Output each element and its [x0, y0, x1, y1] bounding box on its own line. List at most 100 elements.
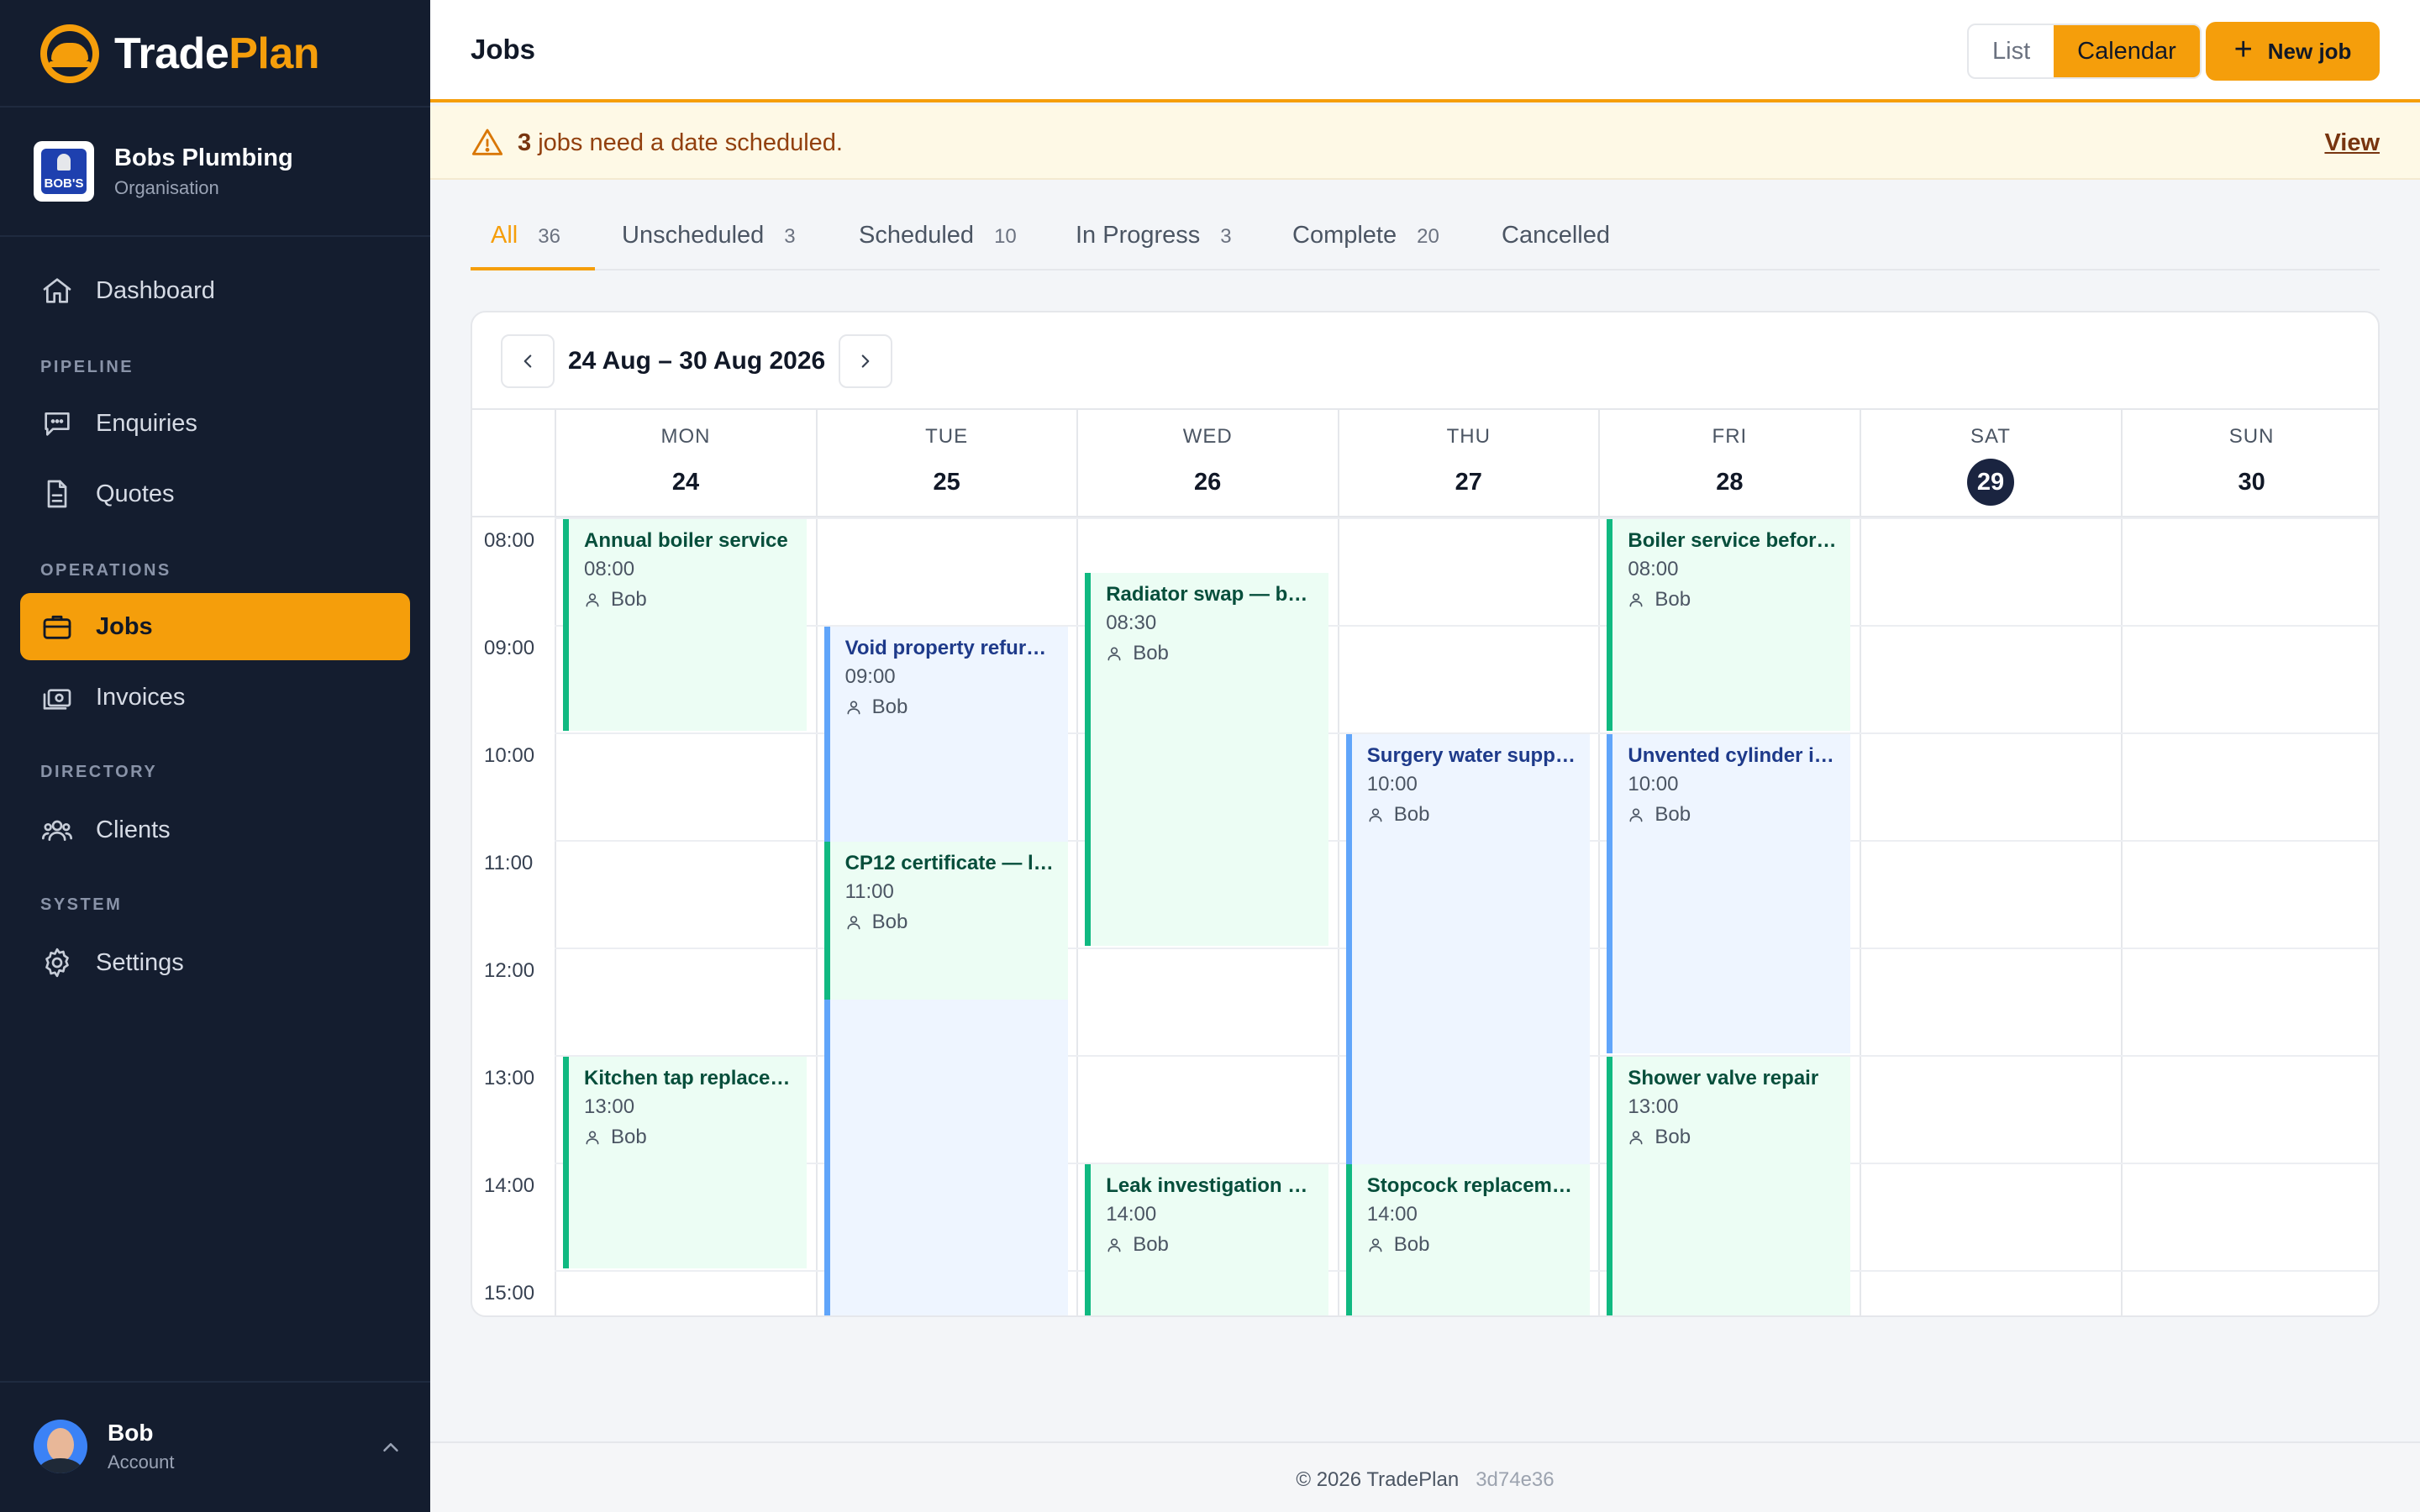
new-job-button[interactable]: + New job — [2206, 22, 2380, 81]
event-title: Radiator swap — bedroom — [1106, 583, 1319, 606]
alert-view-link[interactable]: View — [2324, 129, 2380, 156]
sidebar-item-label: Invoices — [96, 683, 186, 711]
assignee-name: Bob — [871, 696, 908, 718]
time-label: 11:00 — [484, 852, 534, 874]
organisation-subtitle: Organisation — [114, 176, 219, 198]
view-toggle: List Calendar — [1967, 24, 2202, 79]
day-column-divider — [1337, 517, 1339, 1315]
day-number: 27 — [1455, 469, 1482, 496]
sidebar-item-label: Quotes — [96, 480, 175, 507]
tab-in-progress[interactable]: In Progress 3 — [1076, 202, 1232, 270]
home-icon — [43, 278, 71, 303]
day-number: 25 — [933, 469, 960, 496]
sidebar-item-settings[interactable]: Settings — [20, 929, 410, 996]
sidebar-section-system: SYSTEM — [40, 895, 123, 914]
event-title: Surgery water supply upgrade — [1366, 744, 1580, 767]
hour-gridline — [555, 732, 2378, 734]
view-calendar-button[interactable]: Calendar — [2054, 25, 2200, 77]
sidebar-item-label: Dashboard — [96, 276, 215, 304]
person-icon — [1629, 808, 1643, 822]
day-name: TUE — [925, 425, 969, 448]
calendar-event[interactable]: Kitchen tap replacement 13:00 Bob — [563, 1057, 807, 1268]
day-header-sun: SUN 30 — [2120, 410, 2378, 517]
chevron-left-icon — [523, 354, 532, 368]
event-assignee: Bob — [1628, 803, 1840, 827]
sidebar-item-label: Enquiries — [96, 409, 197, 437]
gear-icon — [45, 948, 69, 978]
event-time: 13:00 — [1628, 1095, 1679, 1118]
event-assignee: Bob — [584, 588, 797, 612]
organisation-switcher[interactable]: BOB'S Bobs Plumbing Organisation — [34, 141, 293, 202]
chevron-right-icon — [861, 354, 870, 368]
chat-icon — [45, 412, 70, 436]
event-time: 14:00 — [1366, 1203, 1418, 1226]
calendar-event[interactable]: Boiler service before winter 08:00 Bob — [1607, 519, 1851, 731]
person-icon — [586, 1131, 599, 1145]
calendar-event[interactable]: Radiator swap — bedroom 08:30 Bob — [1085, 573, 1329, 946]
event-time: 08:30 — [1106, 612, 1157, 634]
time-label: 09:00 — [484, 637, 535, 659]
account-menu[interactable]: Bob Account — [34, 1420, 403, 1473]
sidebar-item-invoices[interactable]: Invoices — [20, 664, 410, 731]
time-label: 13:00 — [484, 1067, 535, 1089]
briefcase-icon — [43, 615, 71, 639]
next-week-button[interactable] — [839, 334, 893, 388]
date-range: 24 Aug – 30 Aug 2026 — [568, 347, 826, 375]
account-subtitle: Account — [108, 1452, 175, 1473]
copyright: © 2026 TradePlan — [1296, 1468, 1460, 1491]
calendar-event[interactable]: Annual boiler service 08:00 Bob — [563, 519, 807, 731]
sidebar-item-dashboard[interactable]: Dashboard — [20, 257, 410, 324]
calendar-event[interactable]: Leak investigation — kitchen 14:00 Bob — [1085, 1164, 1329, 1315]
brand-name-part2: Plan — [229, 29, 320, 78]
brand-name: TradePlan — [114, 29, 320, 79]
sidebar-section-pipeline: PIPELINE — [40, 358, 134, 376]
assignee-name: Bob — [871, 911, 908, 933]
calendar-event[interactable]: CP12 certificate — landlord 11:00 Bob — [823, 842, 1068, 1000]
tab-all[interactable]: All 36 — [471, 202, 595, 270]
divider — [0, 1381, 430, 1383]
tab-unscheduled[interactable]: Unscheduled 3 — [622, 202, 796, 270]
event-assignee: Bob — [584, 1126, 797, 1149]
hour-gridline — [555, 625, 2378, 627]
sidebar-item-jobs[interactable]: Jobs — [20, 593, 410, 660]
calendar-event[interactable]: Stopcock replacement 14:00 Bob — [1345, 1164, 1590, 1315]
person-icon — [1369, 808, 1382, 822]
calendar-event[interactable]: Shower valve repair 13:00 Bob — [1607, 1057, 1851, 1315]
organisation-logo-text: BOB'S — [41, 149, 87, 194]
event-time: 10:00 — [1628, 773, 1679, 795]
footer: © 2026 TradePlan 3d74e36 — [430, 1441, 2420, 1512]
brand[interactable]: TradePlan — [40, 24, 320, 84]
tab-count: 36 — [538, 225, 560, 248]
page-header: Jobs List Calendar + New job — [430, 0, 2420, 102]
sidebar-item-clients[interactable]: Clients — [20, 796, 410, 864]
sidebar-item-quotes[interactable]: Quotes — [20, 460, 410, 528]
tab-cancelled[interactable]: Cancelled — [1502, 202, 1610, 270]
tab-label: Cancelled — [1502, 222, 1610, 249]
tab-count: 3 — [1220, 225, 1232, 248]
users-icon — [42, 820, 72, 841]
tab-scheduled[interactable]: Scheduled 10 — [859, 202, 1017, 270]
tab-complete[interactable]: Complete 20 — [1292, 202, 1439, 270]
week-navigation: 24 Aug – 30 Aug 2026 — [501, 334, 893, 388]
person-icon — [586, 593, 599, 607]
time-label: 12:00 — [484, 959, 535, 982]
chevron-up-icon — [383, 1443, 398, 1452]
tab-label: Complete — [1292, 222, 1397, 249]
previous-week-button[interactable] — [501, 334, 555, 388]
event-assignee: Bob — [1628, 1126, 1840, 1149]
calendar-event[interactable]: Unvented cylinder install 10:00 Bob — [1607, 734, 1851, 1053]
day-name: SAT — [1970, 425, 2011, 448]
view-list-button[interactable]: List — [1992, 37, 2031, 65]
hardhat-logo-icon — [40, 24, 99, 83]
sidebar-item-label: Settings — [96, 948, 184, 976]
day-column-divider — [1860, 517, 1861, 1315]
sidebar-item-label: Clients — [96, 816, 171, 843]
person-icon — [1629, 1131, 1643, 1145]
day-name: FRI — [1712, 425, 1748, 448]
day-header-tue: TUE 25 — [815, 410, 1076, 517]
new-job-label: New job — [2267, 38, 2352, 64]
sidebar-item-enquiries[interactable]: Enquiries — [20, 390, 410, 457]
hour-gridline — [555, 517, 2378, 519]
day-header-sat: SAT 29 — [1860, 410, 2120, 517]
sidebar-section-operations: OPERATIONS — [40, 561, 171, 580]
